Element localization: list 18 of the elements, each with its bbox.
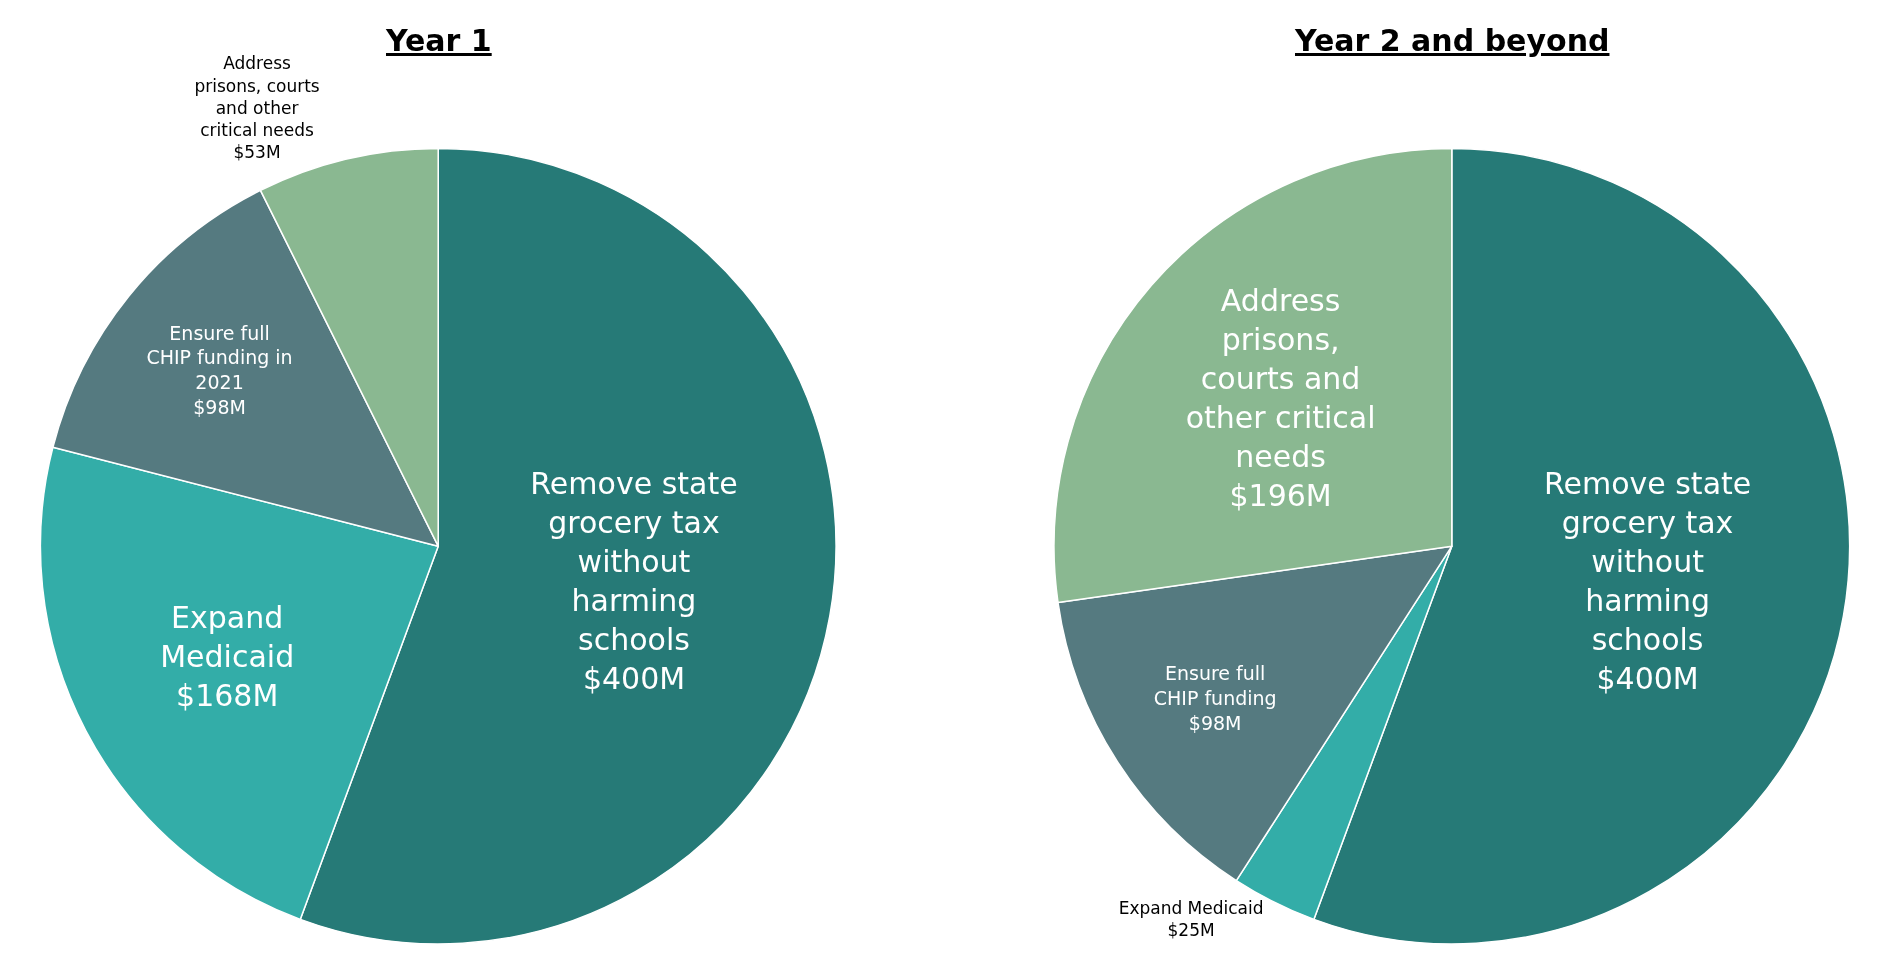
slice-label: Ensure full CHIP funding in 2021 — [146, 321, 293, 393]
slice-label: Expand Medicaid — [160, 600, 295, 675]
slice-label: Address prisons, courts and other critical needs — [1185, 282, 1376, 474]
slice-label: Address prisons, courts and other critical needs — [194, 53, 320, 140]
slice-label: Remove state grocery tax without harming schools — [530, 466, 738, 658]
slice-label: Expand Medicaid — [1118, 897, 1264, 918]
data-label: $98M — [193, 395, 246, 418]
chart-title: Year 1 — [385, 23, 492, 58]
slice-label: Remove state grocery tax without harming schools — [1543, 466, 1752, 658]
data-label: $98M — [1188, 711, 1242, 734]
slice-label: Ensure full CHIP funding — [1153, 662, 1277, 709]
data-label: $400M — [582, 661, 686, 697]
data-label: $400M — [1596, 661, 1699, 697]
data-label: $25M — [1167, 919, 1215, 940]
data-label: $53M — [233, 141, 281, 162]
data-label: $196M — [1229, 477, 1332, 513]
data-label: $168M — [176, 678, 279, 714]
chart-title: Year 2 and beyond — [1294, 23, 1610, 58]
